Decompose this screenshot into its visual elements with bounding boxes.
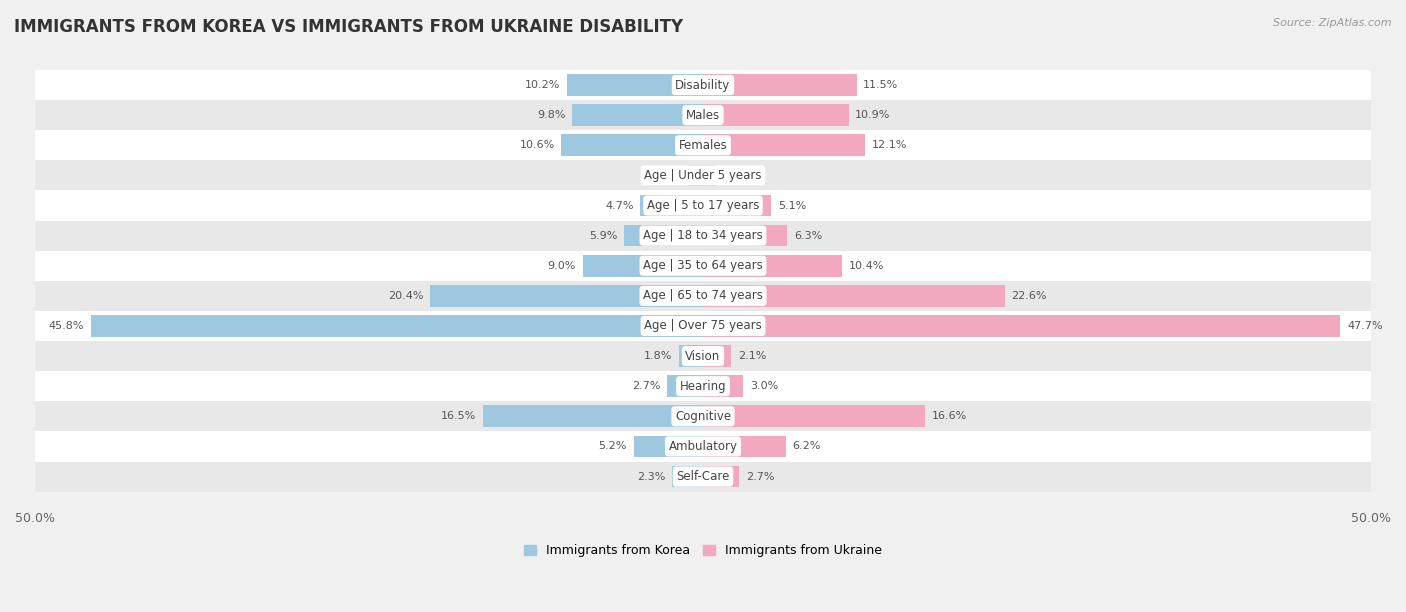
Bar (689, 165, 703, 186)
Bar (91, 315, 703, 337)
Bar (35, 70, 1371, 100)
Text: Age | 35 to 64 years: Age | 35 to 64 years (643, 259, 763, 272)
Bar (703, 375, 744, 397)
Text: Source: ZipAtlas.com: Source: ZipAtlas.com (1274, 18, 1392, 28)
Bar (703, 135, 865, 156)
Bar (35, 401, 1371, 431)
Text: 1.0%: 1.0% (723, 170, 751, 181)
Text: 2.7%: 2.7% (631, 381, 661, 391)
Text: Disability: Disability (675, 78, 731, 92)
Bar (703, 165, 717, 186)
Bar (35, 130, 1371, 160)
Bar (35, 461, 1371, 491)
Text: 4.7%: 4.7% (605, 201, 634, 211)
Bar (35, 220, 1371, 251)
Text: 2.3%: 2.3% (637, 472, 665, 482)
Text: 6.2%: 6.2% (793, 441, 821, 452)
Text: 47.7%: 47.7% (1347, 321, 1382, 331)
Bar (703, 74, 856, 96)
Text: 10.2%: 10.2% (524, 80, 560, 90)
Text: 9.8%: 9.8% (537, 110, 565, 120)
Text: Age | 18 to 34 years: Age | 18 to 34 years (643, 229, 763, 242)
Text: 1.1%: 1.1% (654, 170, 682, 181)
Text: Vision: Vision (685, 349, 721, 362)
Bar (35, 190, 1371, 220)
Bar (703, 255, 842, 277)
Text: Ambulatory: Ambulatory (668, 440, 738, 453)
Text: 11.5%: 11.5% (863, 80, 898, 90)
Bar (567, 74, 703, 96)
Text: 45.8%: 45.8% (49, 321, 84, 331)
Bar (572, 104, 703, 126)
Text: 10.9%: 10.9% (855, 110, 890, 120)
Bar (679, 345, 703, 367)
Bar (582, 255, 703, 277)
Bar (624, 225, 703, 247)
Text: 10.6%: 10.6% (519, 140, 555, 151)
Bar (35, 311, 1371, 341)
Text: Cognitive: Cognitive (675, 410, 731, 423)
Text: Age | Over 75 years: Age | Over 75 years (644, 319, 762, 332)
Bar (703, 285, 1005, 307)
Bar (561, 135, 703, 156)
Bar (703, 104, 849, 126)
Text: 10.4%: 10.4% (849, 261, 884, 271)
Text: Males: Males (686, 109, 720, 122)
Text: Hearing: Hearing (679, 379, 727, 393)
Text: Age | Under 5 years: Age | Under 5 years (644, 169, 762, 182)
Text: 20.4%: 20.4% (388, 291, 423, 301)
Bar (35, 431, 1371, 461)
Text: Age | 5 to 17 years: Age | 5 to 17 years (647, 199, 759, 212)
Text: 1.8%: 1.8% (644, 351, 672, 361)
Bar (703, 466, 740, 487)
Bar (703, 195, 770, 217)
Text: Females: Females (679, 139, 727, 152)
Bar (35, 251, 1371, 281)
Bar (703, 345, 731, 367)
Text: Self-Care: Self-Care (676, 470, 730, 483)
Text: 16.5%: 16.5% (440, 411, 475, 421)
Bar (666, 375, 703, 397)
Bar (430, 285, 703, 307)
Text: 12.1%: 12.1% (872, 140, 907, 151)
Bar (703, 315, 1340, 337)
Bar (35, 160, 1371, 190)
Bar (672, 466, 703, 487)
Text: 2.7%: 2.7% (745, 472, 775, 482)
Text: 22.6%: 22.6% (1011, 291, 1047, 301)
Bar (703, 406, 925, 427)
Legend: Immigrants from Korea, Immigrants from Ukraine: Immigrants from Korea, Immigrants from U… (519, 539, 887, 562)
Bar (35, 371, 1371, 401)
Bar (703, 225, 787, 247)
Text: 3.0%: 3.0% (749, 381, 778, 391)
Bar (640, 195, 703, 217)
Bar (35, 281, 1371, 311)
Text: Age | 65 to 74 years: Age | 65 to 74 years (643, 289, 763, 302)
Text: 5.1%: 5.1% (778, 201, 806, 211)
Bar (634, 436, 703, 457)
Bar (35, 100, 1371, 130)
Bar (35, 341, 1371, 371)
Text: 9.0%: 9.0% (548, 261, 576, 271)
Text: 2.1%: 2.1% (738, 351, 766, 361)
Text: 6.3%: 6.3% (794, 231, 823, 241)
Text: 5.9%: 5.9% (589, 231, 617, 241)
Text: 16.6%: 16.6% (931, 411, 967, 421)
Bar (703, 436, 786, 457)
Text: IMMIGRANTS FROM KOREA VS IMMIGRANTS FROM UKRAINE DISABILITY: IMMIGRANTS FROM KOREA VS IMMIGRANTS FROM… (14, 18, 683, 36)
Bar (482, 406, 703, 427)
Text: 5.2%: 5.2% (599, 441, 627, 452)
